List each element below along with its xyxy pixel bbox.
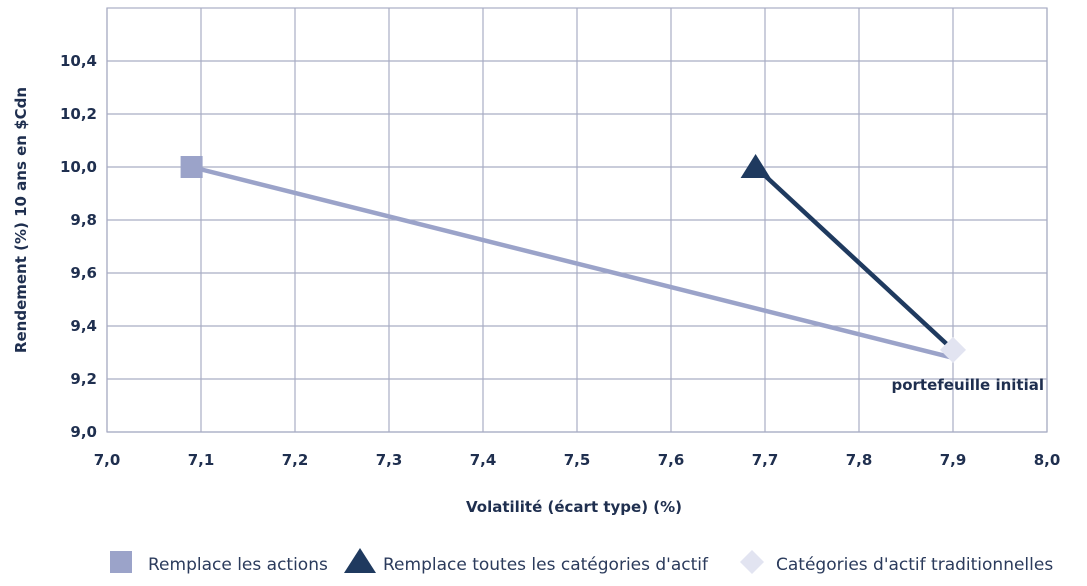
y-tick-label: 9,0 <box>70 423 97 441</box>
x-tick-label: 8,0 <box>1034 451 1061 469</box>
x-axis-title: Volatilité (écart type) (%) <box>466 498 682 516</box>
legend-item-2: Remplace toutes les catégories d'actif <box>344 548 709 575</box>
x-tick-label: 7,7 <box>752 451 779 469</box>
y-tick-label: 9,2 <box>70 370 97 388</box>
series-line-1 <box>191 164 954 360</box>
legend-item-1: Remplace les actions <box>110 551 328 575</box>
series <box>180 154 966 363</box>
annotations: portefeuille initial <box>891 376 1044 394</box>
y-tick-label: 10,0 <box>60 158 97 176</box>
series-2-marker <box>740 154 771 178</box>
y-tick-label: 10,4 <box>60 52 97 70</box>
series-3-marker <box>940 336 966 363</box>
x-tick-label: 7,6 <box>658 451 685 469</box>
x-tick-label: 7,1 <box>188 451 215 469</box>
legend-triangle-icon <box>344 548 376 573</box>
legend: Remplace les actions Remplace toutes les … <box>110 548 1053 575</box>
x-tick-label: 7,3 <box>376 451 403 469</box>
y-tick-label: 9,8 <box>70 211 97 229</box>
y-tick-label: 9,4 <box>70 317 97 335</box>
series-line-2 <box>754 165 955 352</box>
y-tick-labels: 9,0 9,2 9,4 9,6 9,8 10,0 10,2 10,4 <box>60 52 97 441</box>
x-tick-label: 7,8 <box>846 451 873 469</box>
x-tick-label: 7,5 <box>564 451 591 469</box>
x-tick-label: 7,0 <box>94 451 121 469</box>
x-tick-label: 7,2 <box>282 451 309 469</box>
legend-diamond-icon <box>740 550 764 574</box>
x-tick-labels: 7,0 7,1 7,2 7,3 7,4 7,5 7,6 7,7 7,8 7,9 8,0 <box>94 451 1061 469</box>
legend-label: Remplace toutes les catégories d'actif <box>383 555 709 575</box>
legend-label: Remplace les actions <box>148 555 328 575</box>
series-1-marker <box>180 156 203 178</box>
y-tick-label: 10,2 <box>60 105 97 123</box>
y-axis-title: Rendement (%) 10 ans en $Cdn <box>12 87 30 353</box>
y-tick-label: 9,6 <box>70 264 97 282</box>
legend-item-3: Catégories d'actif traditionnelles <box>740 550 1053 575</box>
grid <box>106 7 1048 433</box>
annotation-label: portefeuille initial <box>891 376 1044 394</box>
x-tick-label: 7,4 <box>470 451 497 469</box>
legend-square-icon <box>110 551 132 573</box>
x-tick-label: 7,9 <box>940 451 967 469</box>
legend-label: Catégories d'actif traditionnelles <box>776 555 1053 575</box>
